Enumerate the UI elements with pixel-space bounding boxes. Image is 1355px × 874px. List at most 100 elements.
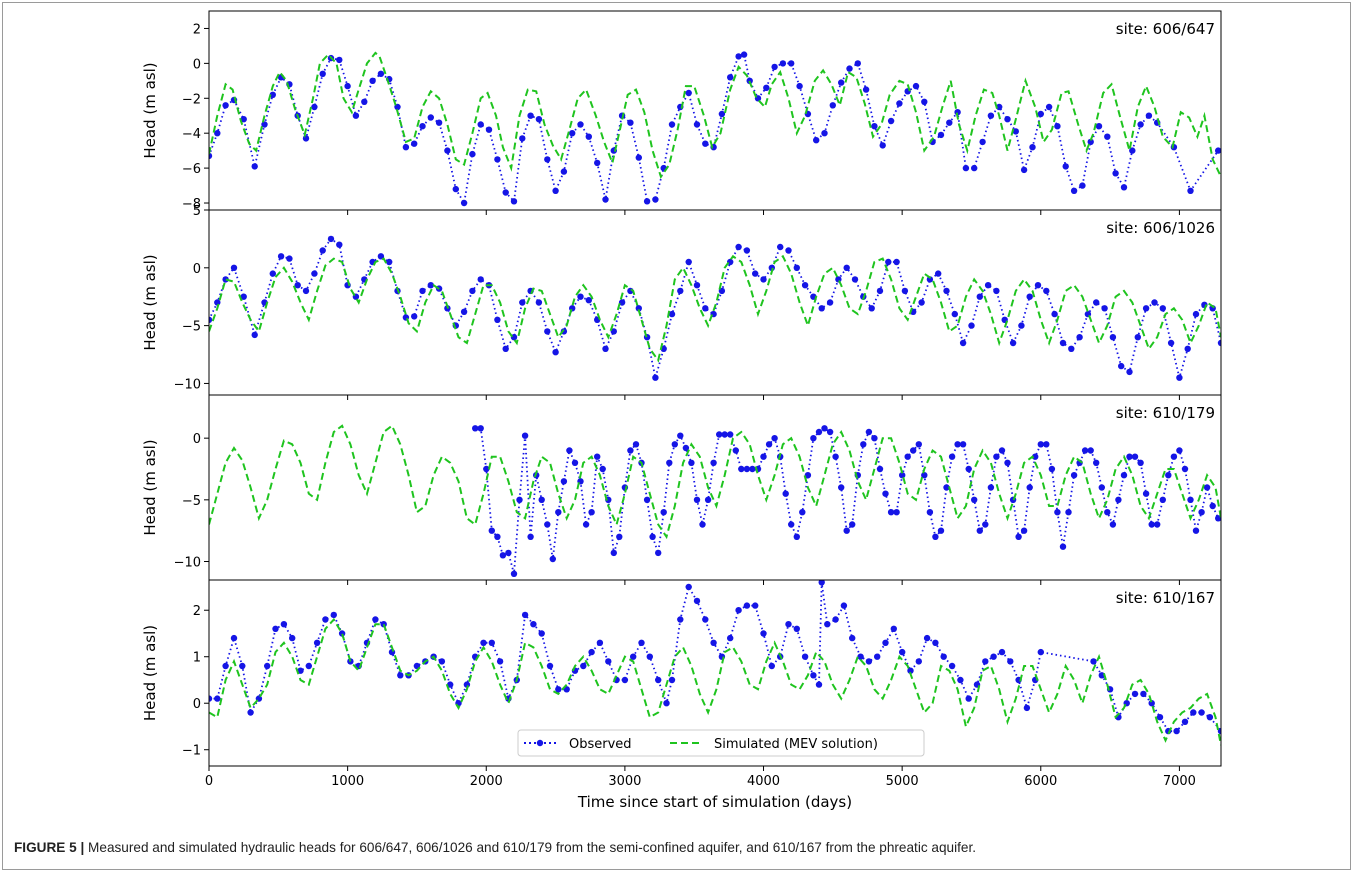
observed-point <box>771 435 778 442</box>
observed-point <box>510 198 518 205</box>
observed-point <box>910 447 917 454</box>
observed-point <box>330 611 337 619</box>
observed-point <box>338 630 346 637</box>
observed-point <box>632 441 640 448</box>
observed-point <box>1004 116 1011 123</box>
observed-point <box>521 432 529 439</box>
observed-point <box>1140 690 1147 698</box>
observed-line <box>209 53 1219 206</box>
observed-point <box>527 533 534 540</box>
observed-point <box>846 65 853 72</box>
observed-point <box>1020 527 1028 534</box>
observed-series <box>209 51 1221 207</box>
observed-point <box>610 328 617 335</box>
observed-point <box>862 86 870 93</box>
observed-point <box>818 580 825 586</box>
observed-point <box>230 634 238 642</box>
observed-point <box>932 533 939 540</box>
observed-point <box>832 616 839 623</box>
x-tick-label: 3000 <box>608 774 641 789</box>
observed-point <box>280 621 288 628</box>
observed-point <box>943 484 950 491</box>
observed-point <box>460 199 468 207</box>
observed-point <box>904 453 911 460</box>
observed-point <box>535 299 543 306</box>
observed-point <box>322 616 329 623</box>
observed-point <box>1181 718 1189 725</box>
observed-point <box>666 459 673 466</box>
observed-point <box>1148 700 1155 707</box>
observed-point <box>488 639 495 646</box>
observed-point <box>1192 527 1200 534</box>
observed-point <box>946 119 953 126</box>
observed-point <box>1009 339 1017 347</box>
simulated-series <box>209 254 1221 363</box>
observed-point <box>394 103 401 111</box>
y-tick-label: −10 <box>174 377 201 392</box>
observed-point <box>652 374 659 381</box>
observed-point <box>427 282 434 289</box>
observed-point <box>735 53 742 60</box>
observed-point <box>209 316 213 323</box>
simulated-series <box>209 424 1221 540</box>
observed-point <box>277 253 285 260</box>
observed-point <box>505 549 512 557</box>
observed-point <box>521 611 529 619</box>
y-tick-label: 0 <box>193 432 201 447</box>
observed-point <box>438 658 446 665</box>
observed-point <box>560 168 568 175</box>
observed-point <box>954 441 961 448</box>
observed-point <box>1054 123 1061 130</box>
observed-point <box>1043 441 1050 448</box>
observed-point <box>907 667 914 674</box>
observed-point <box>1104 509 1111 516</box>
y-tick-label: 2 <box>193 604 201 619</box>
observed-point <box>760 453 767 460</box>
observed-point <box>857 653 864 660</box>
observed-point <box>959 339 967 347</box>
observed-point <box>289 634 296 642</box>
observed-point <box>1118 362 1125 370</box>
observed-point <box>588 648 595 656</box>
observed-point <box>940 653 947 660</box>
observed-point <box>222 102 229 109</box>
observed-point <box>1131 690 1139 698</box>
observed-point <box>319 247 326 254</box>
observed-point <box>1007 658 1014 665</box>
observed-point <box>743 247 751 254</box>
observed-point <box>519 299 526 306</box>
observed-point <box>752 602 759 609</box>
observed-point <box>1203 484 1211 491</box>
observed-point <box>602 196 609 203</box>
observed-point <box>838 484 845 491</box>
observed-point <box>494 156 501 163</box>
observed-point <box>652 196 659 203</box>
observed-point <box>937 527 945 534</box>
panel-frame <box>208 209 1222 396</box>
observed-point <box>311 103 318 111</box>
observed-point <box>594 453 601 460</box>
observed-point <box>893 509 900 516</box>
observed-point <box>377 70 385 78</box>
observed-point <box>702 140 709 147</box>
observed-point <box>1070 472 1078 479</box>
observed-point <box>1004 459 1011 466</box>
x-axis-label: Time since start of simulation (days) <box>577 793 852 811</box>
site-label: site: 610/179 <box>1116 404 1215 422</box>
observed-point <box>1187 187 1194 194</box>
observed-point <box>1090 658 1097 665</box>
observed-point <box>768 662 775 670</box>
observed-point <box>788 521 795 528</box>
x-tick-label: 0 <box>205 774 213 789</box>
observed-point <box>599 465 606 473</box>
simulated-series <box>209 617 1221 746</box>
observed-point <box>1154 521 1161 528</box>
observed-point <box>444 147 451 154</box>
observed-point <box>480 639 487 646</box>
observed-point <box>1181 465 1189 473</box>
observed-point <box>1206 714 1214 721</box>
observed-point <box>1026 484 1033 491</box>
observed-point <box>890 625 897 632</box>
observed-point <box>893 258 900 266</box>
